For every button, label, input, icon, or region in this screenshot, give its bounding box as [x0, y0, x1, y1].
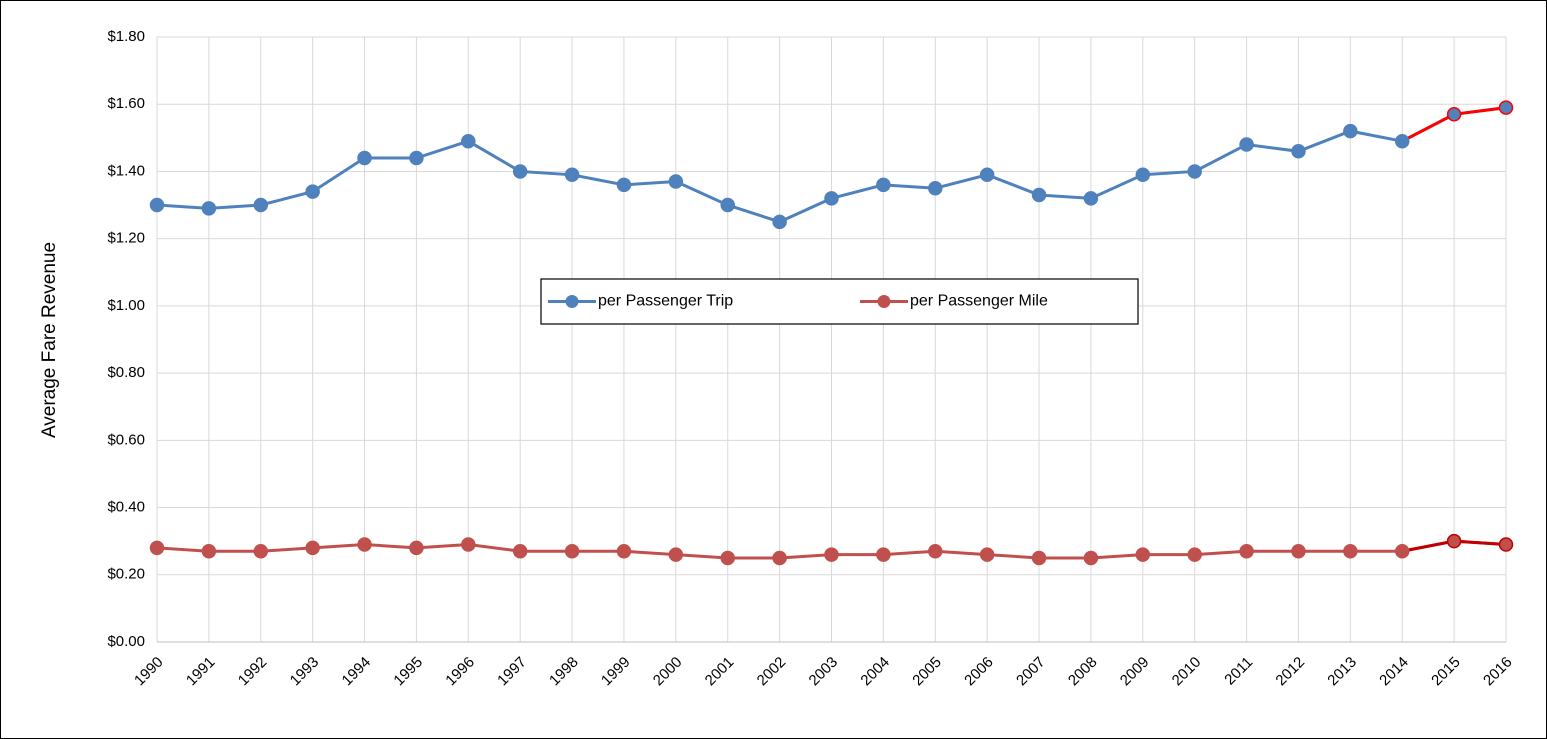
marker: [564, 167, 580, 183]
y-tick-label: $1.60: [107, 95, 145, 112]
marker: [305, 184, 320, 199]
marker: [409, 540, 424, 556]
marker: [149, 540, 165, 556]
marker: [201, 201, 217, 216]
y-tick-label: $0.00: [107, 633, 145, 650]
marker: [616, 177, 632, 193]
marker: [668, 547, 684, 562]
y-tick-label: $1.00: [107, 297, 145, 314]
marker: [409, 150, 424, 166]
marker: [1343, 544, 1358, 559]
marker: [1135, 167, 1151, 183]
marker: [876, 177, 891, 193]
marker: [357, 537, 372, 552]
marker: [1083, 550, 1099, 566]
marker: [461, 537, 476, 552]
y-tick-label: $1.20: [107, 230, 145, 247]
marker: [824, 547, 839, 562]
marker: [149, 197, 165, 213]
marker: [824, 191, 839, 206]
y-tick-label: $0.60: [107, 431, 145, 448]
marker: [1031, 550, 1047, 566]
marker: [253, 197, 269, 213]
y-tick-label: $1.40: [107, 162, 145, 179]
marker: [305, 540, 320, 556]
marker: [1291, 544, 1306, 559]
marker: [616, 544, 632, 559]
marker: [720, 550, 735, 566]
marker: [1239, 137, 1254, 152]
y-tick-label: $1.80: [107, 28, 145, 45]
marker: [1446, 107, 1462, 122]
marker: [1187, 164, 1202, 179]
marker: [928, 181, 943, 196]
marker: [512, 544, 528, 559]
y-tick-label: $0.40: [107, 499, 145, 516]
marker: [979, 547, 995, 562]
marker: [668, 174, 684, 189]
legend-marker: [877, 295, 891, 308]
marker: [772, 214, 787, 230]
marker: [720, 197, 735, 213]
marker: [201, 544, 217, 559]
legend-marker: [565, 295, 579, 308]
marker: [1498, 100, 1514, 115]
marker: [1187, 547, 1202, 562]
y-axis-title: Average Fare Revenue: [39, 242, 60, 438]
marker: [1394, 544, 1410, 559]
legend-label: per Passenger Mile: [910, 293, 1048, 310]
marker: [876, 547, 891, 562]
marker: [564, 544, 580, 559]
marker: [1498, 537, 1514, 552]
marker: [1343, 123, 1358, 139]
marker: [1446, 533, 1462, 549]
marker: [1031, 187, 1047, 203]
marker: [1291, 144, 1306, 159]
marker: [772, 550, 787, 566]
legend-label: per Passenger Trip: [598, 293, 733, 310]
y-tick-label: $0.20: [107, 566, 145, 583]
marker: [1394, 133, 1410, 149]
y-tick-label: $0.80: [107, 364, 145, 381]
marker: [357, 150, 372, 166]
marker: [512, 164, 528, 179]
marker: [461, 133, 476, 149]
marker: [979, 167, 995, 183]
marker: [928, 544, 943, 559]
marker: [1135, 547, 1151, 562]
legend-box: [540, 278, 1139, 325]
marker: [1083, 191, 1099, 206]
marker: [253, 544, 269, 559]
marker: [1239, 544, 1254, 559]
